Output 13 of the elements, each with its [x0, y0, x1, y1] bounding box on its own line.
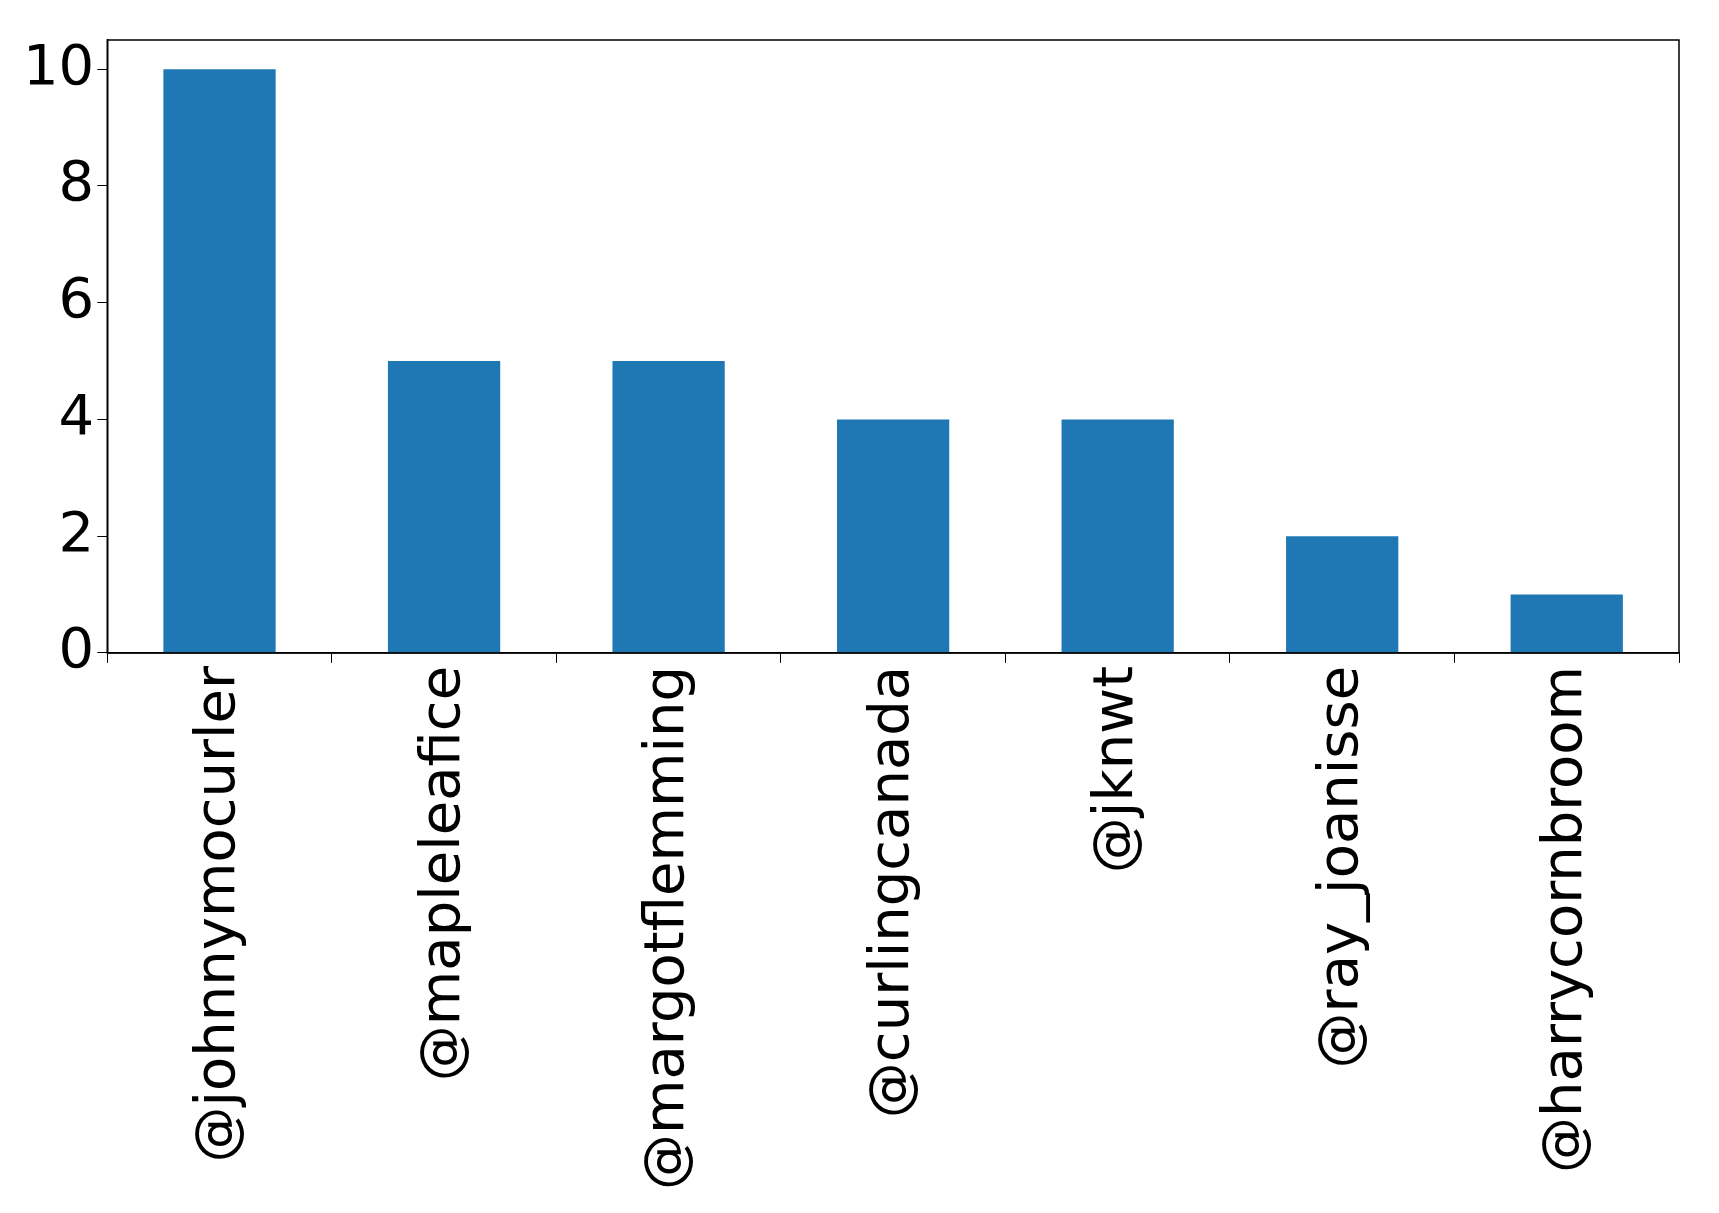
- y-tick-label: 4: [58, 381, 95, 447]
- y-tick-label: 2: [58, 498, 95, 564]
- y-tick-label: 8: [58, 148, 95, 214]
- x-tick-label: @margotflemming: [631, 665, 697, 1191]
- x-tick-label: @johnnymocurler: [182, 664, 248, 1163]
- y-tick-label: 6: [58, 265, 95, 331]
- x-tick-label: @mapleleafice: [406, 665, 472, 1082]
- x-tick-label: @harrycornbroom: [1529, 665, 1595, 1173]
- x-tick-label: @jknwt: [1080, 665, 1146, 874]
- y-tick-label: 10: [22, 31, 95, 97]
- x-tick-label: @ray_joanisse: [1304, 665, 1370, 1069]
- x-tick-label: @curlingcanada: [855, 665, 921, 1119]
- y-tick-label: 0: [58, 615, 95, 681]
